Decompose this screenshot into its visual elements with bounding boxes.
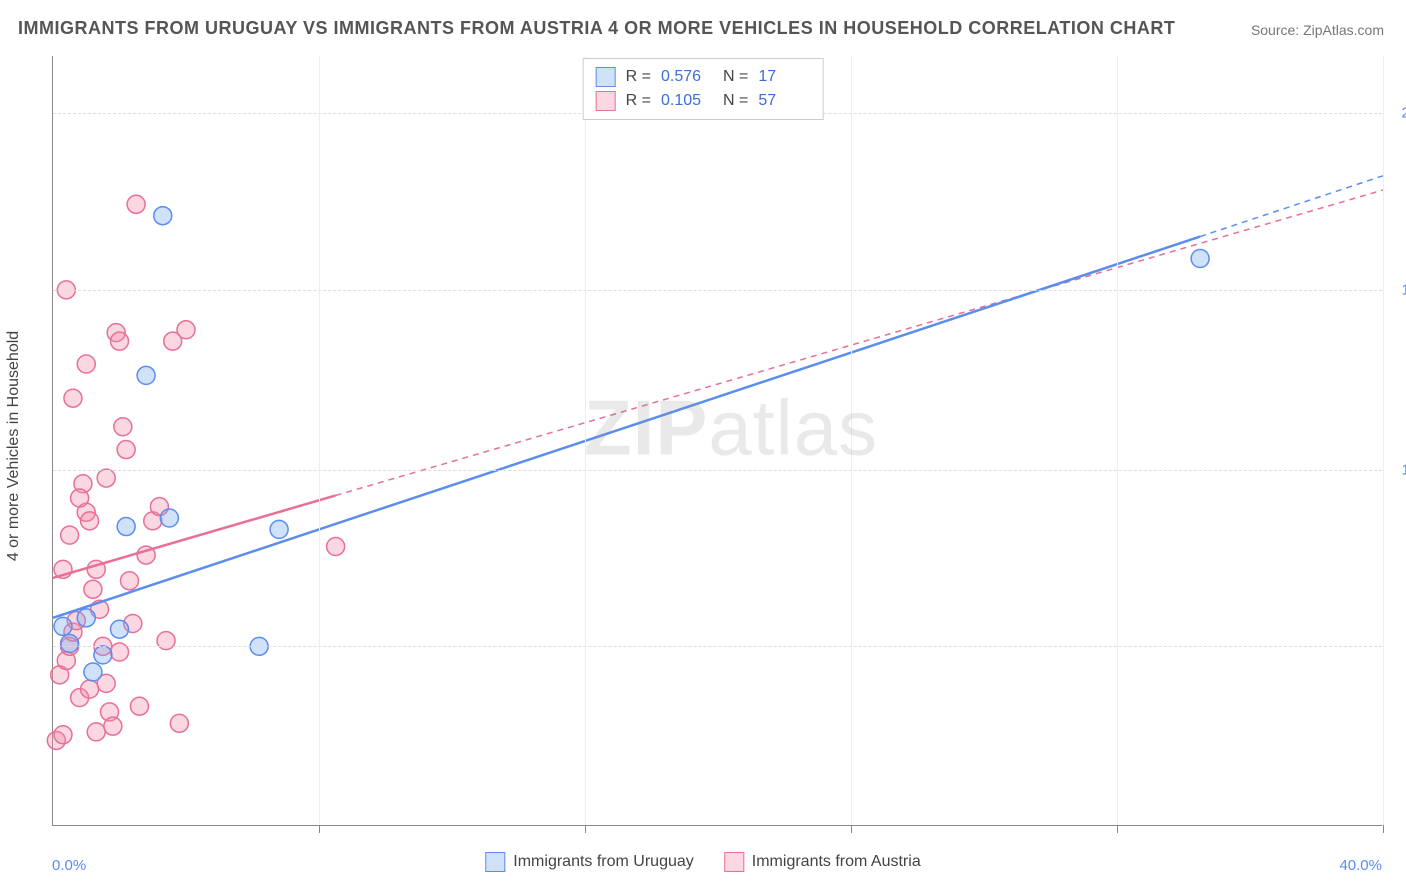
r-value-austria: 0.105 [661,92,713,110]
x-max-label: 40.0% [1339,857,1382,874]
legend-item-uruguay: Immigrants from Uruguay [485,852,694,872]
plot-area: 6.3%12.5%18.8%25.0% [52,56,1382,826]
n-value-uruguay: 17 [758,68,810,86]
legend-label-austria: Immigrants from Austria [752,853,921,871]
r-value-uruguay: 0.576 [661,68,713,86]
x-min-label: 0.0% [52,857,86,874]
legend-label-uruguay: Immigrants from Uruguay [513,853,694,871]
n-value-austria: 57 [758,92,810,110]
legend-series: Immigrants from Uruguay Immigrants from … [485,852,920,872]
legend-row-austria: R = 0.105 N = 57 [596,89,811,113]
chart-title: IMMIGRANTS FROM URUGUAY VS IMMIGRANTS FR… [18,18,1175,39]
n-label: N = [723,68,748,86]
swatch-austria-bottom [724,852,744,872]
swatch-austria [596,91,616,111]
swatch-uruguay [596,67,616,87]
y-axis-title: 4 or more Vehicles in Household [5,331,23,561]
r-label: R = [626,92,651,110]
source-label: Source: ZipAtlas.com [1251,22,1384,38]
swatch-uruguay-bottom [485,852,505,872]
legend-correlation: R = 0.576 N = 17 R = 0.105 N = 57 [583,58,824,120]
n-label: N = [723,92,748,110]
legend-item-austria: Immigrants from Austria [724,852,921,872]
r-label: R = [626,68,651,86]
scatter-svg [53,56,1382,825]
legend-row-uruguay: R = 0.576 N = 17 [596,65,811,89]
